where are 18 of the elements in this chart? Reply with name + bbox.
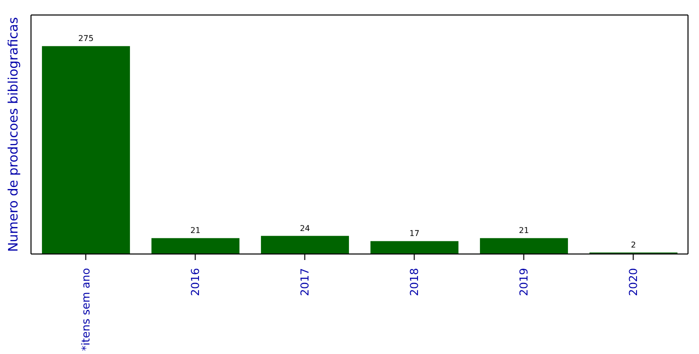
bar	[370, 241, 458, 254]
data-label: 2	[630, 240, 636, 250]
data-label: 17	[409, 229, 420, 238]
data-label: 21	[518, 226, 530, 236]
x-tick-label: 2017	[298, 268, 312, 296]
x-tick-label: *itens sem ano	[79, 268, 92, 351]
data-label: 21	[190, 226, 201, 236]
x-tick-label: 2016	[188, 268, 202, 296]
bar	[42, 46, 130, 254]
x-tick-label: 2020	[626, 268, 640, 296]
x-tick-label: 2018	[408, 268, 421, 296]
y-axis-title: Numero de producoes bibliograficas	[6, 16, 22, 252]
bar	[260, 236, 349, 254]
bar	[480, 238, 568, 254]
data-label: 275	[78, 34, 94, 44]
data-label: 24	[300, 224, 310, 233]
x-tick-label: 2019	[517, 268, 530, 296]
bar	[151, 238, 240, 254]
